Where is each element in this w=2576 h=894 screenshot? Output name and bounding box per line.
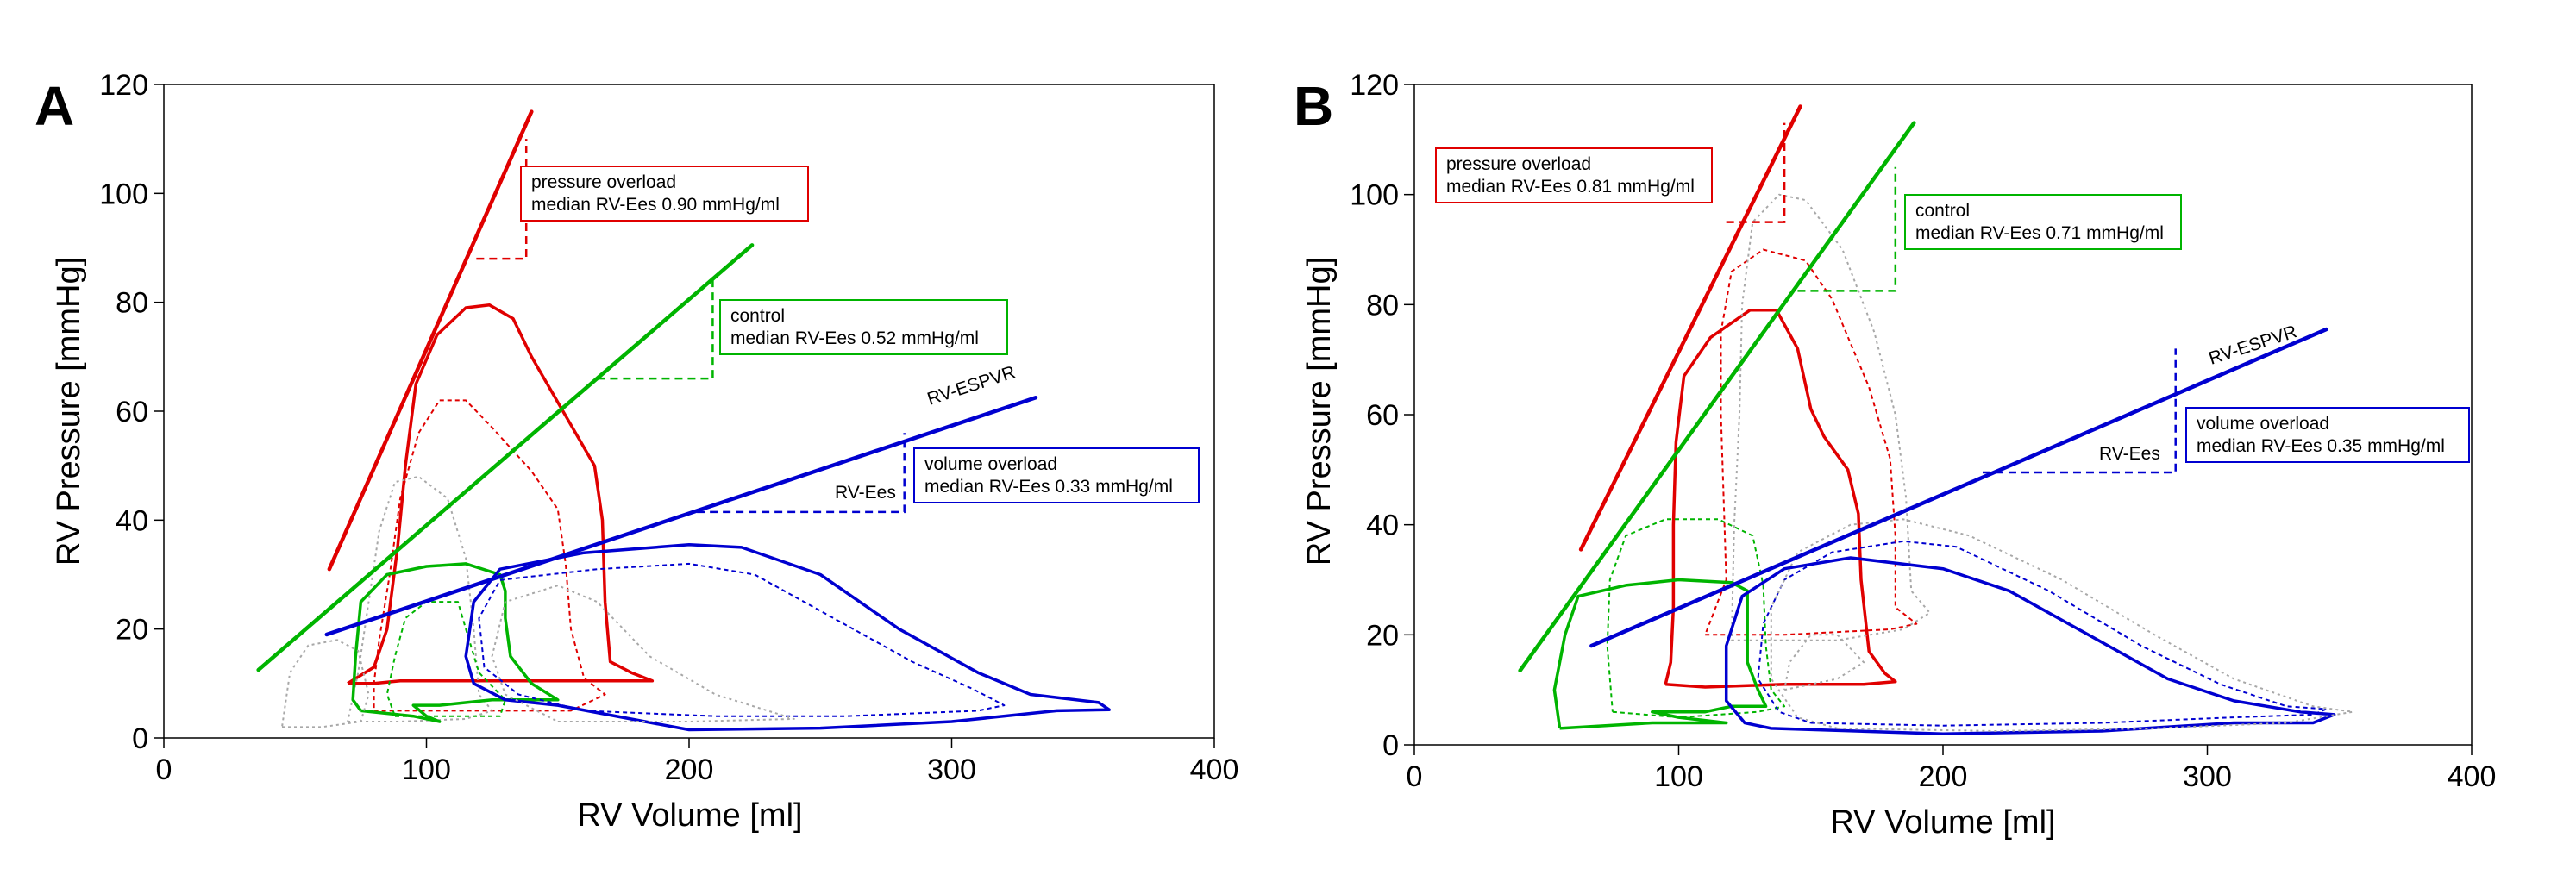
y-axis-title: RV Pressure [mmHg] [1301,257,1338,566]
annotation-box [913,447,1200,503]
volume-espvr-line [324,395,1038,637]
x-tick-label: 400 [2448,760,2497,793]
control-loop-solid [351,562,560,723]
control-slope-marker [1797,166,1897,292]
x-tick-label: 100 [402,753,451,786]
y-tick-label: 100 [1350,179,1399,212]
panel-a: A 0 100 200 300 400 0 20 40 60 80 100 120 RV Volume [… [34,69,1238,834]
annotation-line: median RV-Ees 0.71 mmHg/ml [1915,223,2164,243]
annotation-box [1904,194,2182,250]
annotation-line: median RV-Ees 0.90 mmHg/ml [531,195,780,215]
y-tick-label: 100 [99,178,148,210]
rv-espvr-label: RV-ESPVR [924,362,1018,409]
pressure-annotation: pressure overload median RV-Ees 0.81 mmHg… [1435,147,1713,203]
y-tick-label: 120 [99,69,148,102]
y-axis-title: RV Pressure [mmHg] [51,257,87,566]
pressure-slope-marker [1726,122,1786,223]
x-tick-label: 200 [1919,760,1968,793]
pressure-slope-marker [476,139,528,260]
control-espvr-line [256,243,755,672]
y-tick-label: 120 [1350,69,1399,102]
x-tick-label: 0 [156,753,172,786]
pressure-loop-dotted-gray [1730,193,1931,641]
rv-ees-label: RV-Ees [835,483,896,503]
y-tick-label: 0 [1382,729,1399,762]
x-tick-label: 0 [1407,760,1423,793]
volume-loop-dotted [1757,540,2328,727]
annotation-line: pressure overload [531,172,676,192]
annotation-line: volume overload [924,454,1057,474]
volume-slope-marker [697,433,906,514]
x-tick-label: 100 [1654,760,1703,793]
y-tick-label: 0 [132,722,148,755]
annotation-line: control [1915,201,1970,221]
y-tick-label: 20 [1366,619,1399,652]
y-tick-label: 40 [1366,510,1399,542]
x-axis-title: RV Volume [ml] [577,797,802,834]
volume-loop-dotted-gray [1770,518,2354,732]
annotation-line: median RV-Ees 0.52 mmHg/ml [730,328,979,348]
annotation-line: median RV-Ees 0.81 mmHg/ml [1446,177,1695,197]
volume-loop-solid [464,543,1111,732]
control-loop-dotted-gray [1783,634,1865,691]
annotation-line: pressure overload [1446,154,1591,174]
x-tick-label: 200 [665,753,714,786]
pressure-loop-dotted [1704,248,1918,636]
volume-loop-dotted-gray [491,585,795,722]
annotation-box [520,166,809,222]
x-tick-label: 300 [2183,760,2232,793]
control-loop-dotted [385,601,506,717]
annotation-box [2185,407,2470,463]
annotation-line: control [730,306,785,326]
annotation-box [1435,147,1713,203]
y-tick-label: 60 [116,396,148,428]
pressure-espvr-line [327,109,534,572]
y-tick-label: 20 [116,614,148,647]
control-loop-solid [1552,578,1768,730]
y-tick-label: 80 [116,287,148,320]
annotation-line: volume overload [2197,414,2329,434]
control-loop-dotted [1606,518,1786,719]
volume-slope-marker [1982,348,2177,474]
annotation-line: median RV-Ees 0.33 mmHg/ml [924,477,1173,497]
volume-loop-solid [1724,556,2336,735]
pressure-espvr-line [1578,104,1802,552]
panel-letter: A [34,75,74,137]
volume-loop-dotted [478,562,1006,717]
volume-espvr-line [1589,327,2328,648]
x-tick-label: 400 [1190,753,1239,786]
pressure-loop-solid [1664,308,1897,689]
annotation-box [719,299,1008,355]
pressure-annotation: pressure overload median RV-Ees 0.90 mmHg… [520,166,809,222]
volume-annotation: volume overload median RV-Ees 0.33 mmHg/m… [913,447,1200,503]
control-espvr-line [1518,121,1916,673]
x-axis-title: RV Volume [ml] [1830,804,2055,841]
y-tick-label: 40 [116,504,148,537]
annotation-line: median RV-Ees 0.35 mmHg/ml [2197,436,2445,456]
panel-letter: B [1294,75,1333,137]
control-loop-dotted-gray [281,639,370,728]
x-tick-label: 300 [927,753,976,786]
y-tick-label: 80 [1366,289,1399,322]
panel-b: B 0 100 200 300 400 0 20 40 60 80 100 120 RV Volume [… [1294,69,2496,841]
y-tick-label: 60 [1366,399,1399,432]
rv-ees-label: RV-Ees [2099,444,2160,464]
